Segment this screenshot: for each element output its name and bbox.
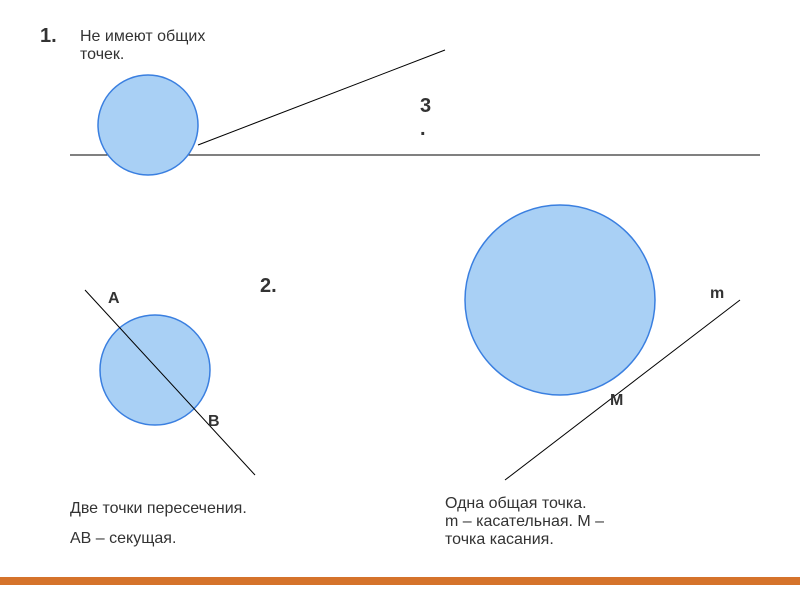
num-1: 1. xyxy=(40,25,57,48)
circle-3 xyxy=(465,205,655,395)
circle-1 xyxy=(98,75,198,175)
caption-2b: АВ – секущая. xyxy=(70,530,176,548)
point-B: B xyxy=(208,413,220,431)
point-M: M xyxy=(610,392,623,410)
num-2: 2. xyxy=(260,275,277,298)
num-3: 3 . xyxy=(420,95,431,141)
line-label-m: m xyxy=(710,285,724,303)
point-A: A xyxy=(108,290,120,308)
desc-1: Не имеют общих точек. xyxy=(80,28,205,64)
diagram-stage: 1. Не имеют общих точек. 3 . 2. A B M m … xyxy=(0,0,800,600)
footer-bar xyxy=(0,577,800,585)
line-1 xyxy=(198,50,445,145)
caption-2a: Две точки пересечения. xyxy=(70,500,247,518)
caption-3: Одна общая точка. m – касательная. M – т… xyxy=(445,495,604,549)
